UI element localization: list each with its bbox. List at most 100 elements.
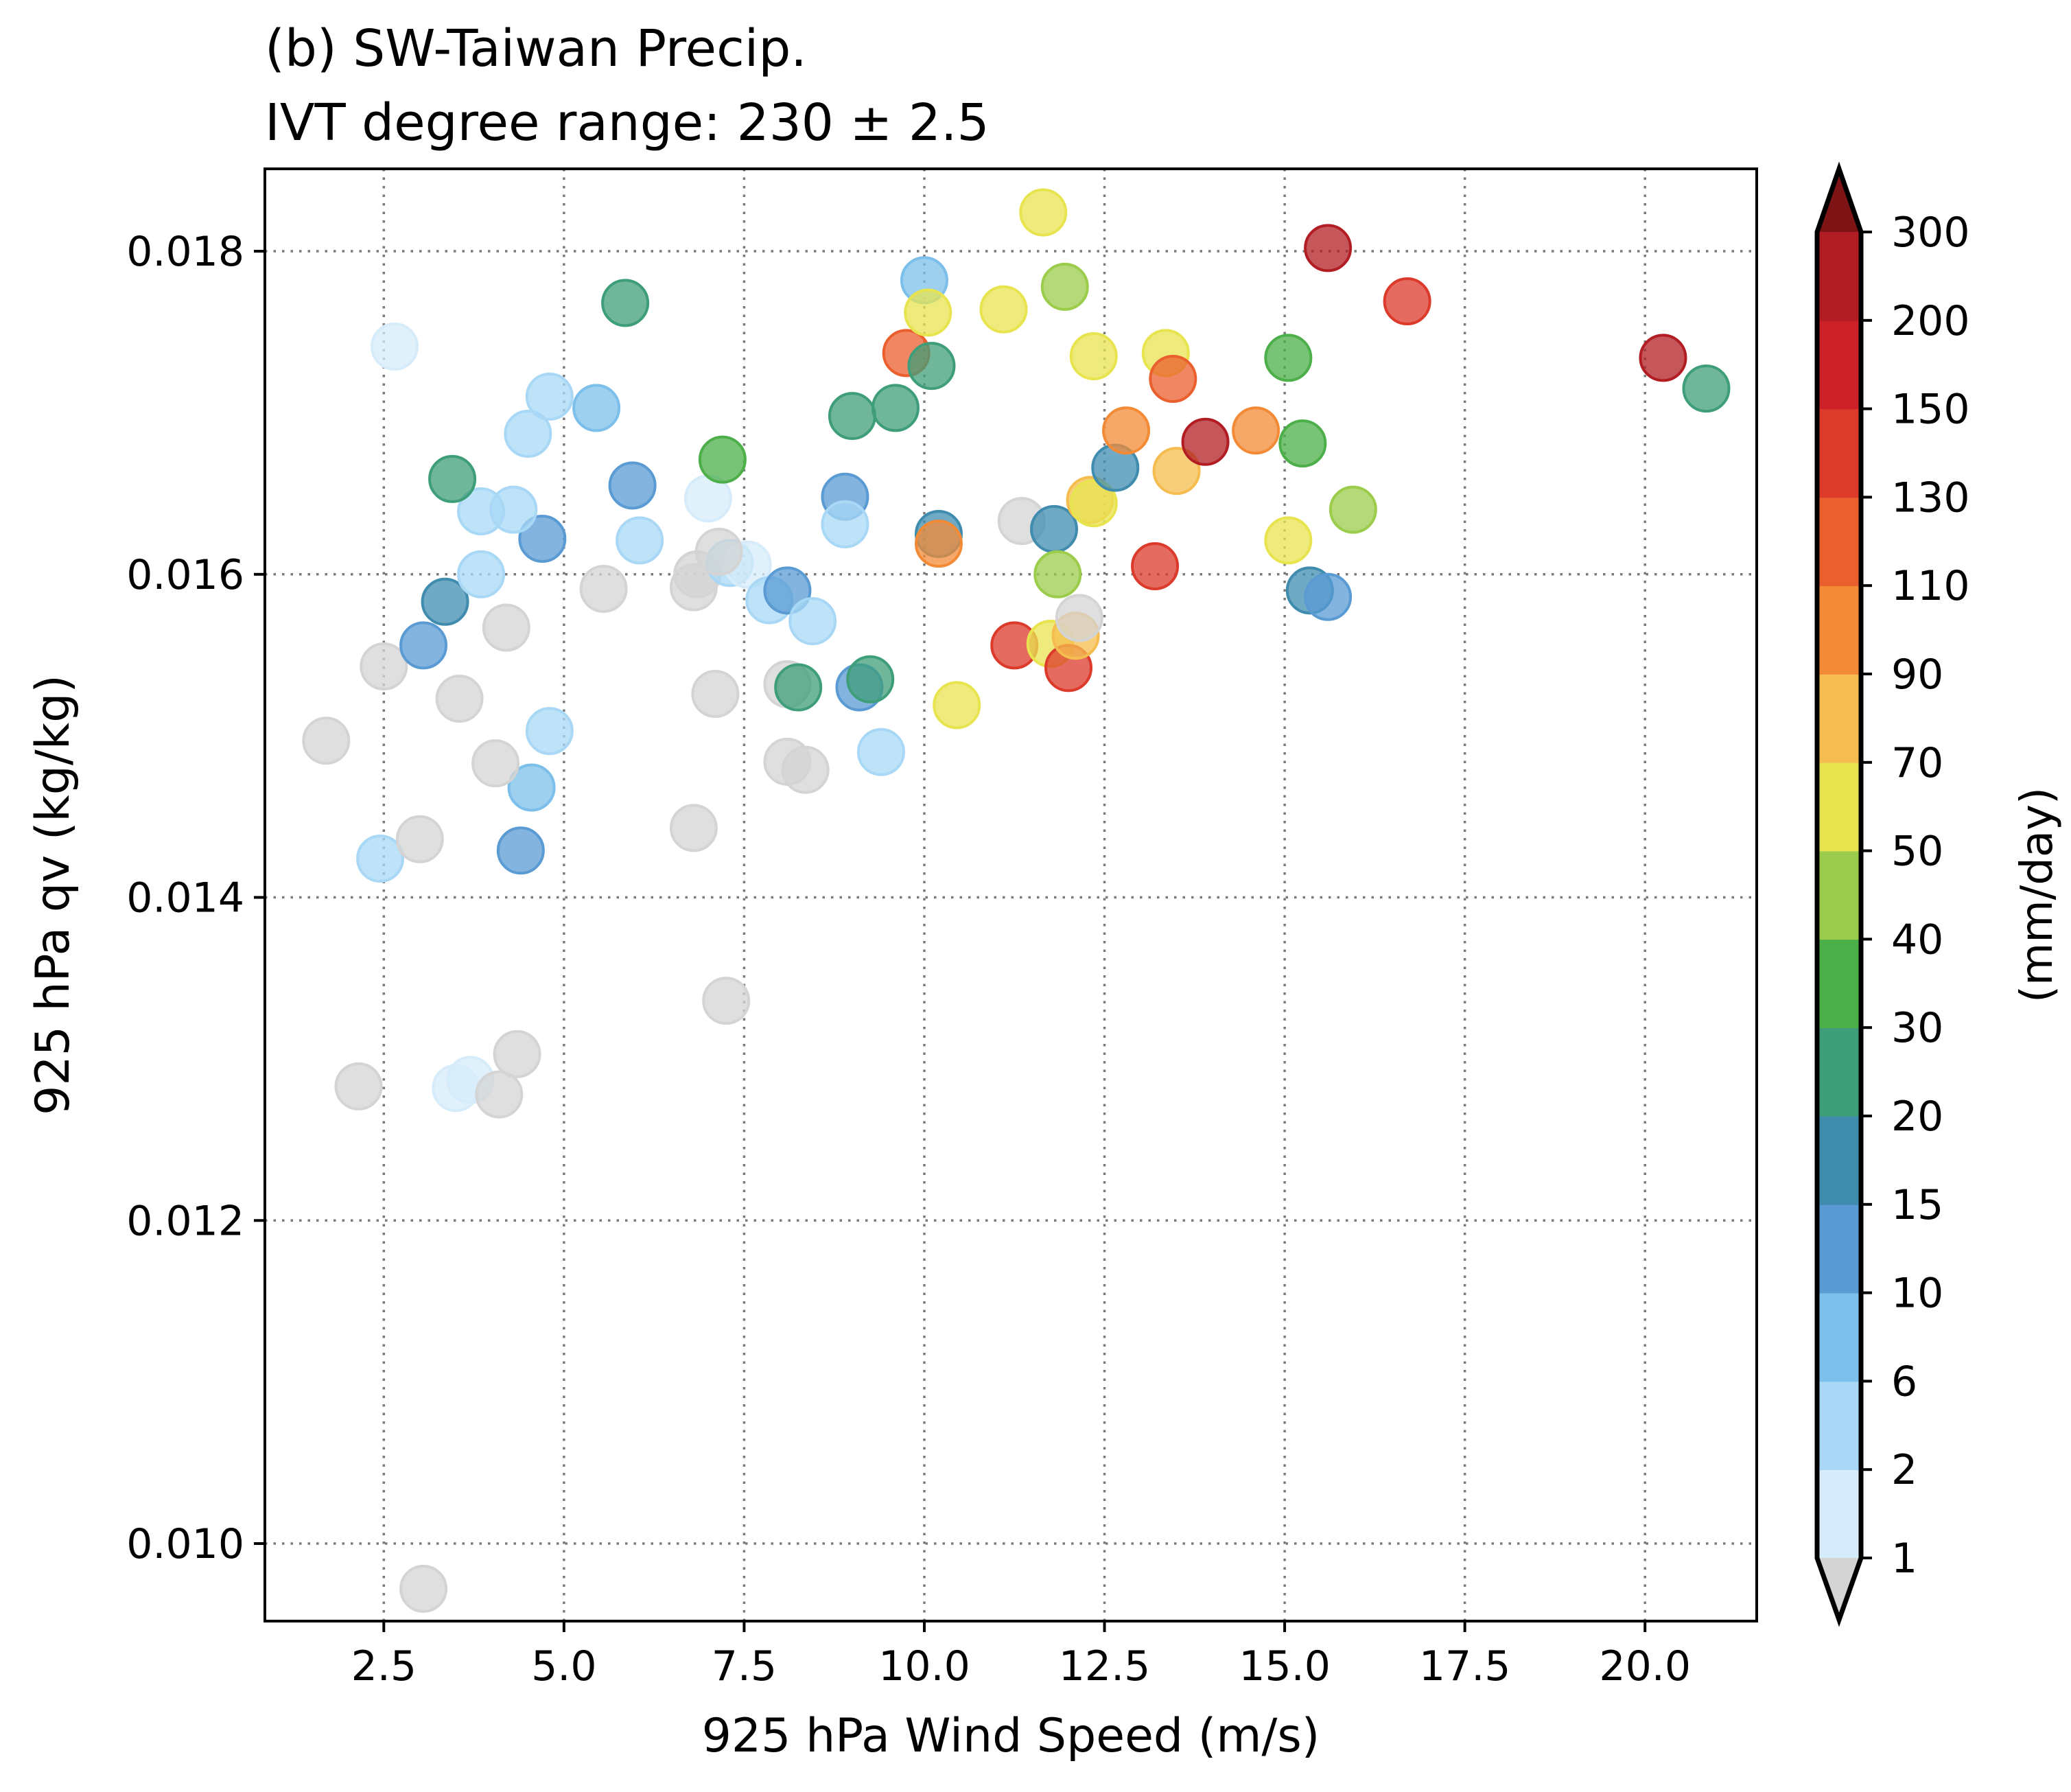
x-tick-label: 20.0 — [1599, 1642, 1691, 1690]
data-point — [871, 384, 920, 432]
data-point — [1181, 417, 1230, 466]
colorbar-segment — [1817, 585, 1861, 675]
colorbar-segment — [1817, 1292, 1861, 1382]
data-point — [904, 288, 952, 337]
data-point — [914, 520, 963, 568]
data-point — [399, 1564, 448, 1613]
data-point — [601, 279, 650, 327]
data-point — [579, 564, 628, 613]
data-point — [471, 739, 520, 788]
data-point — [482, 603, 530, 652]
data-point — [1019, 188, 1068, 237]
colorbar-tick-label: 300 — [1891, 209, 1970, 257]
chart-title: (b) SW-Taiwan Precip. — [265, 19, 807, 78]
colorbar-tick-label: 15 — [1891, 1181, 1943, 1229]
x-axis-ticks: 2.5 5.0 7.5 10.0 12.5 15.0 17.5 20.0 — [351, 1621, 1691, 1690]
colorbar-tick-label: 40 — [1891, 916, 1943, 964]
colorbar-tick-label: 130 — [1891, 474, 1970, 522]
data-point — [1383, 277, 1431, 326]
y-tick-label: 0.016 — [126, 551, 244, 599]
data-point — [1304, 224, 1353, 272]
data-point — [846, 655, 895, 703]
data-point — [856, 728, 905, 776]
x-tick-label: 17.5 — [1419, 1642, 1511, 1690]
data-point — [1304, 572, 1353, 621]
data-point — [489, 485, 538, 534]
data-point — [979, 285, 1028, 334]
x-axis-label: 925 hPa Wind Speed (m/s) — [702, 1709, 1320, 1763]
colorbar-tick-label: 50 — [1891, 828, 1943, 876]
colorbar-under-triangle — [1817, 1558, 1861, 1620]
y-tick-label: 0.018 — [126, 228, 244, 276]
data-point — [907, 342, 956, 391]
data-point — [781, 745, 830, 794]
data-point — [525, 707, 574, 756]
colorbar-tick-label: 90 — [1891, 651, 1943, 699]
data-point — [1030, 504, 1079, 553]
data-point — [1329, 485, 1377, 534]
data-point — [572, 384, 621, 432]
colorbar-over-triangle — [1817, 169, 1861, 232]
data-point — [608, 461, 657, 510]
data-point — [669, 804, 718, 852]
colorbar-tick-label: 70 — [1891, 739, 1943, 787]
data-point — [1639, 334, 1687, 382]
data-point — [525, 372, 574, 421]
colorbar-segment — [1817, 850, 1861, 940]
data-point — [1264, 516, 1313, 565]
data-point — [1102, 406, 1151, 455]
data-point — [1149, 354, 1197, 403]
colorbar-tick-label: 110 — [1891, 562, 1970, 610]
colorbar-segment — [1817, 408, 1861, 498]
data-point — [774, 663, 823, 712]
colorbar-segment — [1817, 762, 1861, 852]
data-point — [421, 577, 469, 626]
y-axis-ticks: 0.010 0.012 0.014 0.016 0.018 — [126, 228, 265, 1568]
data-point — [691, 669, 740, 718]
colorbar-segment — [1817, 232, 1861, 321]
data-point — [828, 392, 876, 441]
data-point — [475, 1070, 524, 1119]
data-point — [395, 815, 444, 863]
data-point — [1264, 334, 1313, 382]
data-point — [1069, 479, 1118, 528]
colorbar-tick-label: 1 — [1891, 1535, 1917, 1583]
data-point — [616, 516, 664, 565]
colorbar-segment — [1817, 1381, 1861, 1470]
colorbar-tick-label: 200 — [1891, 297, 1970, 345]
data-point — [334, 1062, 383, 1110]
colorbar: 1 2 6 10 15 20 30 40 50 70 90 110 130 150 200 300 — [1814, 161, 1970, 1627]
data-point — [496, 826, 545, 875]
data-point — [302, 717, 351, 765]
x-tick-label: 2.5 — [351, 1642, 417, 1690]
colorbar-tick-label: 10 — [1891, 1270, 1943, 1318]
data-point — [399, 621, 448, 670]
data-point — [428, 454, 477, 503]
colorbar-tick-label: 30 — [1891, 1004, 1943, 1052]
data-point — [702, 977, 751, 1025]
colorbar-segment — [1817, 1204, 1861, 1294]
data-point — [435, 675, 484, 723]
y-tick-label: 0.012 — [126, 1197, 244, 1245]
data-point — [1069, 332, 1118, 381]
colorbar-tick-label: 20 — [1891, 1093, 1943, 1141]
data-point — [933, 681, 981, 730]
data-point — [1232, 406, 1280, 455]
colorbar-segment — [1817, 497, 1861, 586]
data-point — [788, 597, 837, 646]
data-points — [302, 188, 1731, 1613]
data-point — [1040, 262, 1089, 311]
data-point — [1033, 550, 1082, 598]
y-tick-label: 0.014 — [126, 874, 244, 922]
x-tick-label: 5.0 — [531, 1642, 596, 1690]
data-point — [457, 550, 506, 598]
x-tick-label: 12.5 — [1059, 1642, 1151, 1690]
colorbar-segment — [1817, 674, 1861, 763]
y-tick-label: 0.010 — [126, 1520, 244, 1568]
data-point — [371, 322, 419, 371]
data-point — [1682, 364, 1731, 413]
data-point — [1055, 594, 1103, 642]
colorbar-segment — [1817, 320, 1861, 410]
